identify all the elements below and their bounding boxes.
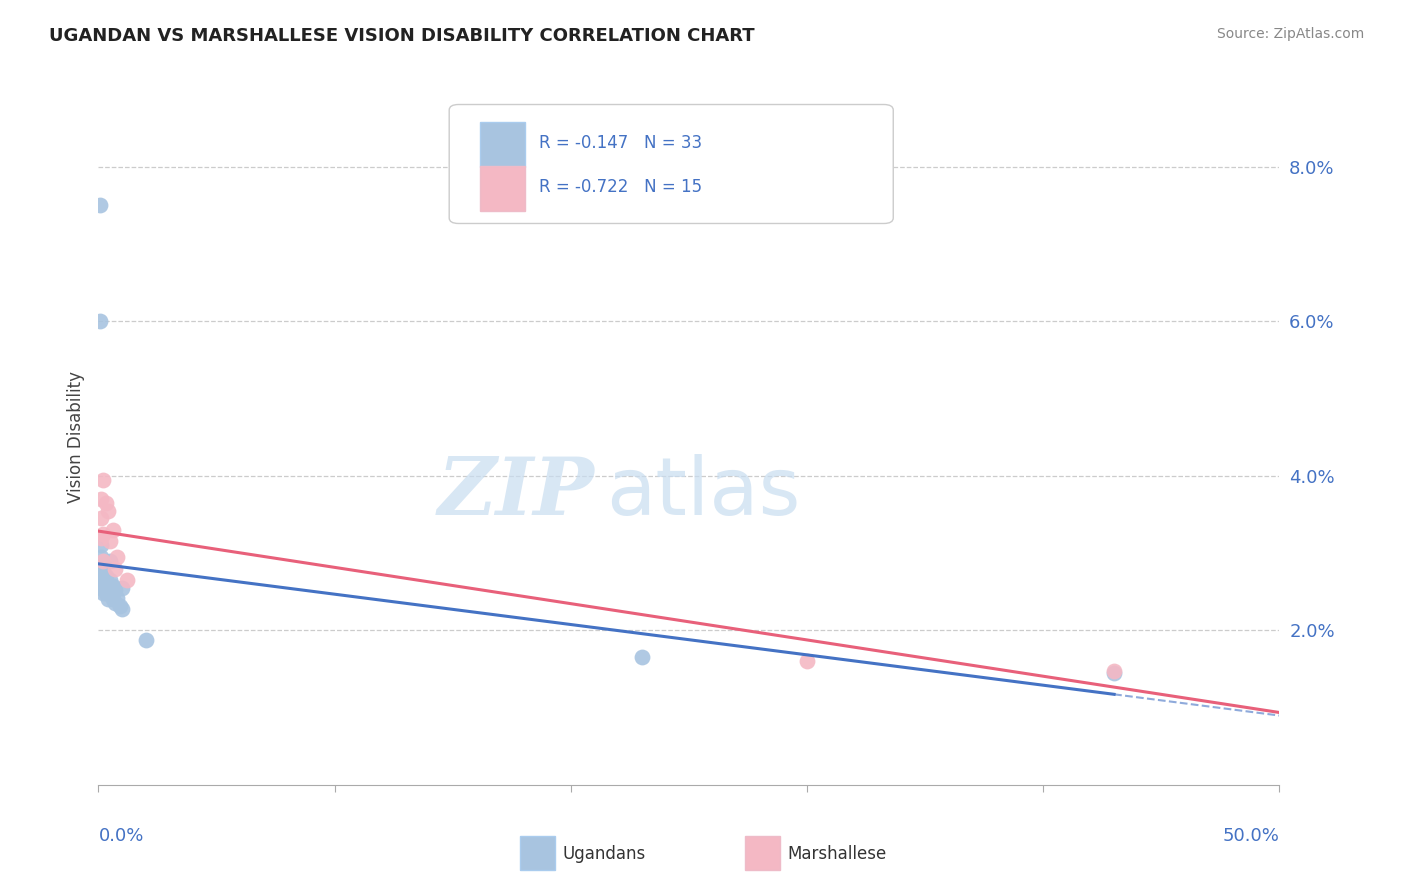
Text: ZIP: ZIP: [437, 454, 595, 532]
Point: [1102, 665, 1125, 680]
Point: [98, 534, 121, 549]
Point: [630, 650, 652, 665]
Point: [97, 503, 120, 517]
Point: [98, 554, 121, 568]
Point: [98, 583, 121, 598]
Point: [104, 583, 127, 598]
Text: Source: ZipAtlas.com: Source: ZipAtlas.com: [1216, 27, 1364, 41]
Point: [111, 581, 134, 595]
Point: [90, 561, 112, 575]
Point: [97, 577, 120, 591]
Point: [91, 526, 114, 541]
Point: [89, 314, 111, 328]
Point: [89, 198, 111, 212]
Text: 50.0%: 50.0%: [1223, 827, 1279, 845]
Y-axis label: Vision Disability: Vision Disability: [66, 371, 84, 503]
Point: [91, 586, 114, 600]
Point: [94, 496, 117, 510]
Point: [91, 558, 114, 572]
Point: [90, 511, 112, 525]
Point: [91, 554, 114, 568]
Point: [98, 573, 121, 587]
Point: [111, 601, 134, 615]
FancyBboxPatch shape: [479, 166, 524, 211]
Text: atlas: atlas: [606, 454, 800, 532]
Point: [97, 592, 120, 607]
Point: [91, 473, 114, 487]
FancyBboxPatch shape: [479, 122, 524, 167]
Point: [91, 581, 114, 595]
Point: [94, 578, 117, 592]
Text: Ugandans: Ugandans: [562, 845, 645, 863]
Point: [796, 654, 818, 668]
Point: [94, 586, 117, 600]
Point: [90, 549, 112, 564]
Point: [97, 584, 120, 599]
Point: [135, 632, 157, 647]
Point: [101, 592, 124, 607]
Point: [90, 531, 112, 545]
Text: 0.0%: 0.0%: [98, 827, 143, 845]
Point: [94, 569, 117, 583]
FancyBboxPatch shape: [449, 104, 893, 224]
Point: [101, 523, 124, 537]
Point: [105, 591, 128, 605]
Point: [115, 573, 138, 587]
Point: [108, 599, 131, 613]
Point: [104, 596, 127, 610]
Point: [90, 573, 112, 587]
Point: [90, 569, 112, 583]
Point: [105, 549, 128, 564]
Text: R = -0.722   N = 15: R = -0.722 N = 15: [538, 178, 702, 195]
Point: [90, 538, 112, 552]
Text: R = -0.147   N = 33: R = -0.147 N = 33: [538, 134, 702, 152]
Point: [91, 566, 114, 580]
Point: [90, 581, 112, 595]
Point: [1102, 664, 1125, 678]
Text: UGANDAN VS MARSHALLESE VISION DISABILITY CORRELATION CHART: UGANDAN VS MARSHALLESE VISION DISABILITY…: [49, 27, 755, 45]
Point: [91, 573, 114, 587]
Point: [90, 491, 112, 506]
Point: [104, 561, 127, 575]
Point: [101, 578, 124, 592]
Text: Marshallese: Marshallese: [787, 845, 887, 863]
